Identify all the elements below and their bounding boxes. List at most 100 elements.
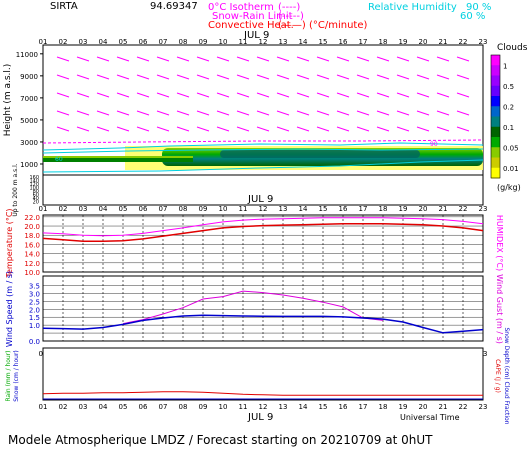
hour-tick-label: 11 bbox=[239, 403, 248, 411]
wind-gust-line bbox=[122, 290, 384, 325]
hour-tick-label: 05 bbox=[119, 205, 128, 213]
colorbar-swatch bbox=[491, 157, 500, 169]
contour-label-90: 90 bbox=[430, 141, 438, 148]
wind-arrow bbox=[436, 92, 450, 98]
wind-arrow bbox=[176, 110, 190, 116]
humidity-contour-60 bbox=[42, 142, 484, 151]
wind-arrow bbox=[236, 110, 250, 116]
low-cloud-band-light bbox=[43, 156, 193, 158]
wind-arrow bbox=[116, 92, 130, 98]
colorbar-swatch bbox=[491, 106, 500, 117]
wind-arrow bbox=[196, 110, 210, 116]
wind-arrow bbox=[316, 74, 330, 80]
wind-arrow bbox=[116, 74, 130, 80]
wind-arrow bbox=[276, 74, 290, 80]
hour-tick-label: 18 bbox=[379, 38, 388, 46]
wind-arrow bbox=[76, 126, 90, 132]
wind-arrow bbox=[396, 74, 410, 80]
temperature-tick-label: 22.0 bbox=[24, 214, 40, 222]
wind-arrow bbox=[436, 74, 450, 80]
wind-arrow bbox=[376, 92, 390, 98]
wind-gust-axis-label: Wind Gust (m / s) bbox=[495, 274, 504, 344]
hour-tick-label: 05 bbox=[119, 403, 128, 411]
header-line-legend: 0°C Isotherm (----) Snow-Rain Limit (---… bbox=[208, 2, 368, 31]
wind-arrow bbox=[316, 110, 330, 116]
lower-height-tick-label: 120 bbox=[29, 182, 39, 188]
hour-tick-label: 20 bbox=[419, 205, 428, 213]
humidity-legend-label: Relative Humidity bbox=[368, 2, 457, 13]
hour-tick-label: 03 bbox=[79, 403, 88, 411]
hour-tick-label: 12 bbox=[259, 403, 268, 411]
wind-arrow bbox=[296, 126, 310, 132]
wind-arrow bbox=[436, 110, 450, 116]
hour-tick-label: 04 bbox=[99, 38, 108, 46]
wind-arrow bbox=[276, 56, 290, 62]
wind-arrow bbox=[216, 74, 230, 80]
wind-arrow bbox=[316, 126, 330, 132]
wind-arrow bbox=[356, 126, 370, 132]
wind-arrow bbox=[336, 92, 350, 98]
wind-arrow bbox=[456, 126, 470, 132]
wind-tick-label: 2.5 bbox=[29, 298, 40, 306]
hour-tick-label: 13 bbox=[279, 205, 288, 213]
wind-arrow bbox=[376, 126, 390, 132]
isotherm-0c-line bbox=[42, 139, 484, 144]
wind-tick-label: 3.0 bbox=[29, 290, 40, 298]
hour-tick-label: 12 bbox=[259, 38, 268, 46]
wind-arrow bbox=[336, 74, 350, 80]
hour-tick-label: 08 bbox=[179, 403, 188, 411]
hour-tick-label: 19 bbox=[399, 38, 408, 46]
wind-arrow bbox=[176, 56, 190, 62]
colorbar-tick-label: 0.05 bbox=[503, 144, 519, 152]
wind-arrow bbox=[396, 110, 410, 116]
hour-tick-label: 01 bbox=[39, 403, 48, 411]
hour-tick-label: 22 bbox=[459, 205, 468, 213]
hour-tick-label: 15 bbox=[319, 38, 328, 46]
wind-arrow bbox=[416, 110, 430, 116]
wind-arrow bbox=[256, 126, 270, 132]
hour-tick-label: 16 bbox=[339, 38, 348, 46]
hour-tick-label: 02 bbox=[59, 38, 68, 46]
wind-arrow bbox=[236, 74, 250, 80]
wind-arrow bbox=[136, 74, 150, 80]
wind-arrow bbox=[96, 92, 110, 98]
lower-height-tick-label: 140 bbox=[29, 178, 39, 184]
wind-arrow bbox=[76, 56, 90, 62]
wind-tick-label: 1.5 bbox=[29, 314, 40, 322]
wind-arrow bbox=[76, 92, 90, 98]
hour-tick-label: 11 bbox=[239, 38, 248, 46]
wind-arrow bbox=[176, 126, 190, 132]
wind-arrow bbox=[296, 110, 310, 116]
wind-arrow bbox=[416, 74, 430, 80]
wind-arrow bbox=[136, 56, 150, 62]
lower-height-axis-label: Up to 200 m a.s.l. bbox=[12, 163, 19, 216]
hour-tick-label: 05 bbox=[119, 38, 128, 46]
wind-arrow bbox=[256, 56, 270, 62]
temperature-tick-label: 10.0 bbox=[24, 269, 40, 277]
wind-speed-axis-label: Wind Speed (m / s) bbox=[5, 271, 14, 347]
hour-tick-label: 10 bbox=[219, 38, 228, 46]
lower-height-tick-label: 20 bbox=[33, 199, 39, 205]
wind-arrow bbox=[216, 56, 230, 62]
hour-tick-label: 13 bbox=[279, 38, 288, 46]
hour-tick-label: 06 bbox=[139, 38, 148, 46]
wind-arrow bbox=[356, 110, 370, 116]
temperature-tick-label: 20.0 bbox=[24, 223, 40, 231]
wind-arrow bbox=[356, 74, 370, 80]
height-tick-label: 11000 bbox=[16, 51, 38, 59]
wind-arrow bbox=[256, 110, 270, 116]
hour-tick-label: 06 bbox=[139, 403, 148, 411]
wind-arrow bbox=[296, 92, 310, 98]
hour-tick-label: 04 bbox=[99, 403, 108, 411]
hour-tick-label: 09 bbox=[199, 38, 208, 46]
hour-tick-label: 10 bbox=[219, 205, 228, 213]
top-hour-labels: 01 02 03 04 05 06 07 08 09 10 11 12 13 14 15 16 17 18 19 20… bbox=[39, 38, 488, 46]
wind-arrow bbox=[456, 110, 470, 116]
colorbar-swatch bbox=[491, 167, 500, 179]
wind-arrow bbox=[216, 92, 230, 98]
temp-hour-labels: 01 02 03 04 05 06 07 08 09 10 11 12 13 14 15 16 17 18 19 20… bbox=[39, 205, 488, 213]
wind-arrow bbox=[396, 56, 410, 62]
wind-arrow bbox=[136, 126, 150, 132]
legend-isotherm-symbol: (----) bbox=[278, 2, 300, 13]
